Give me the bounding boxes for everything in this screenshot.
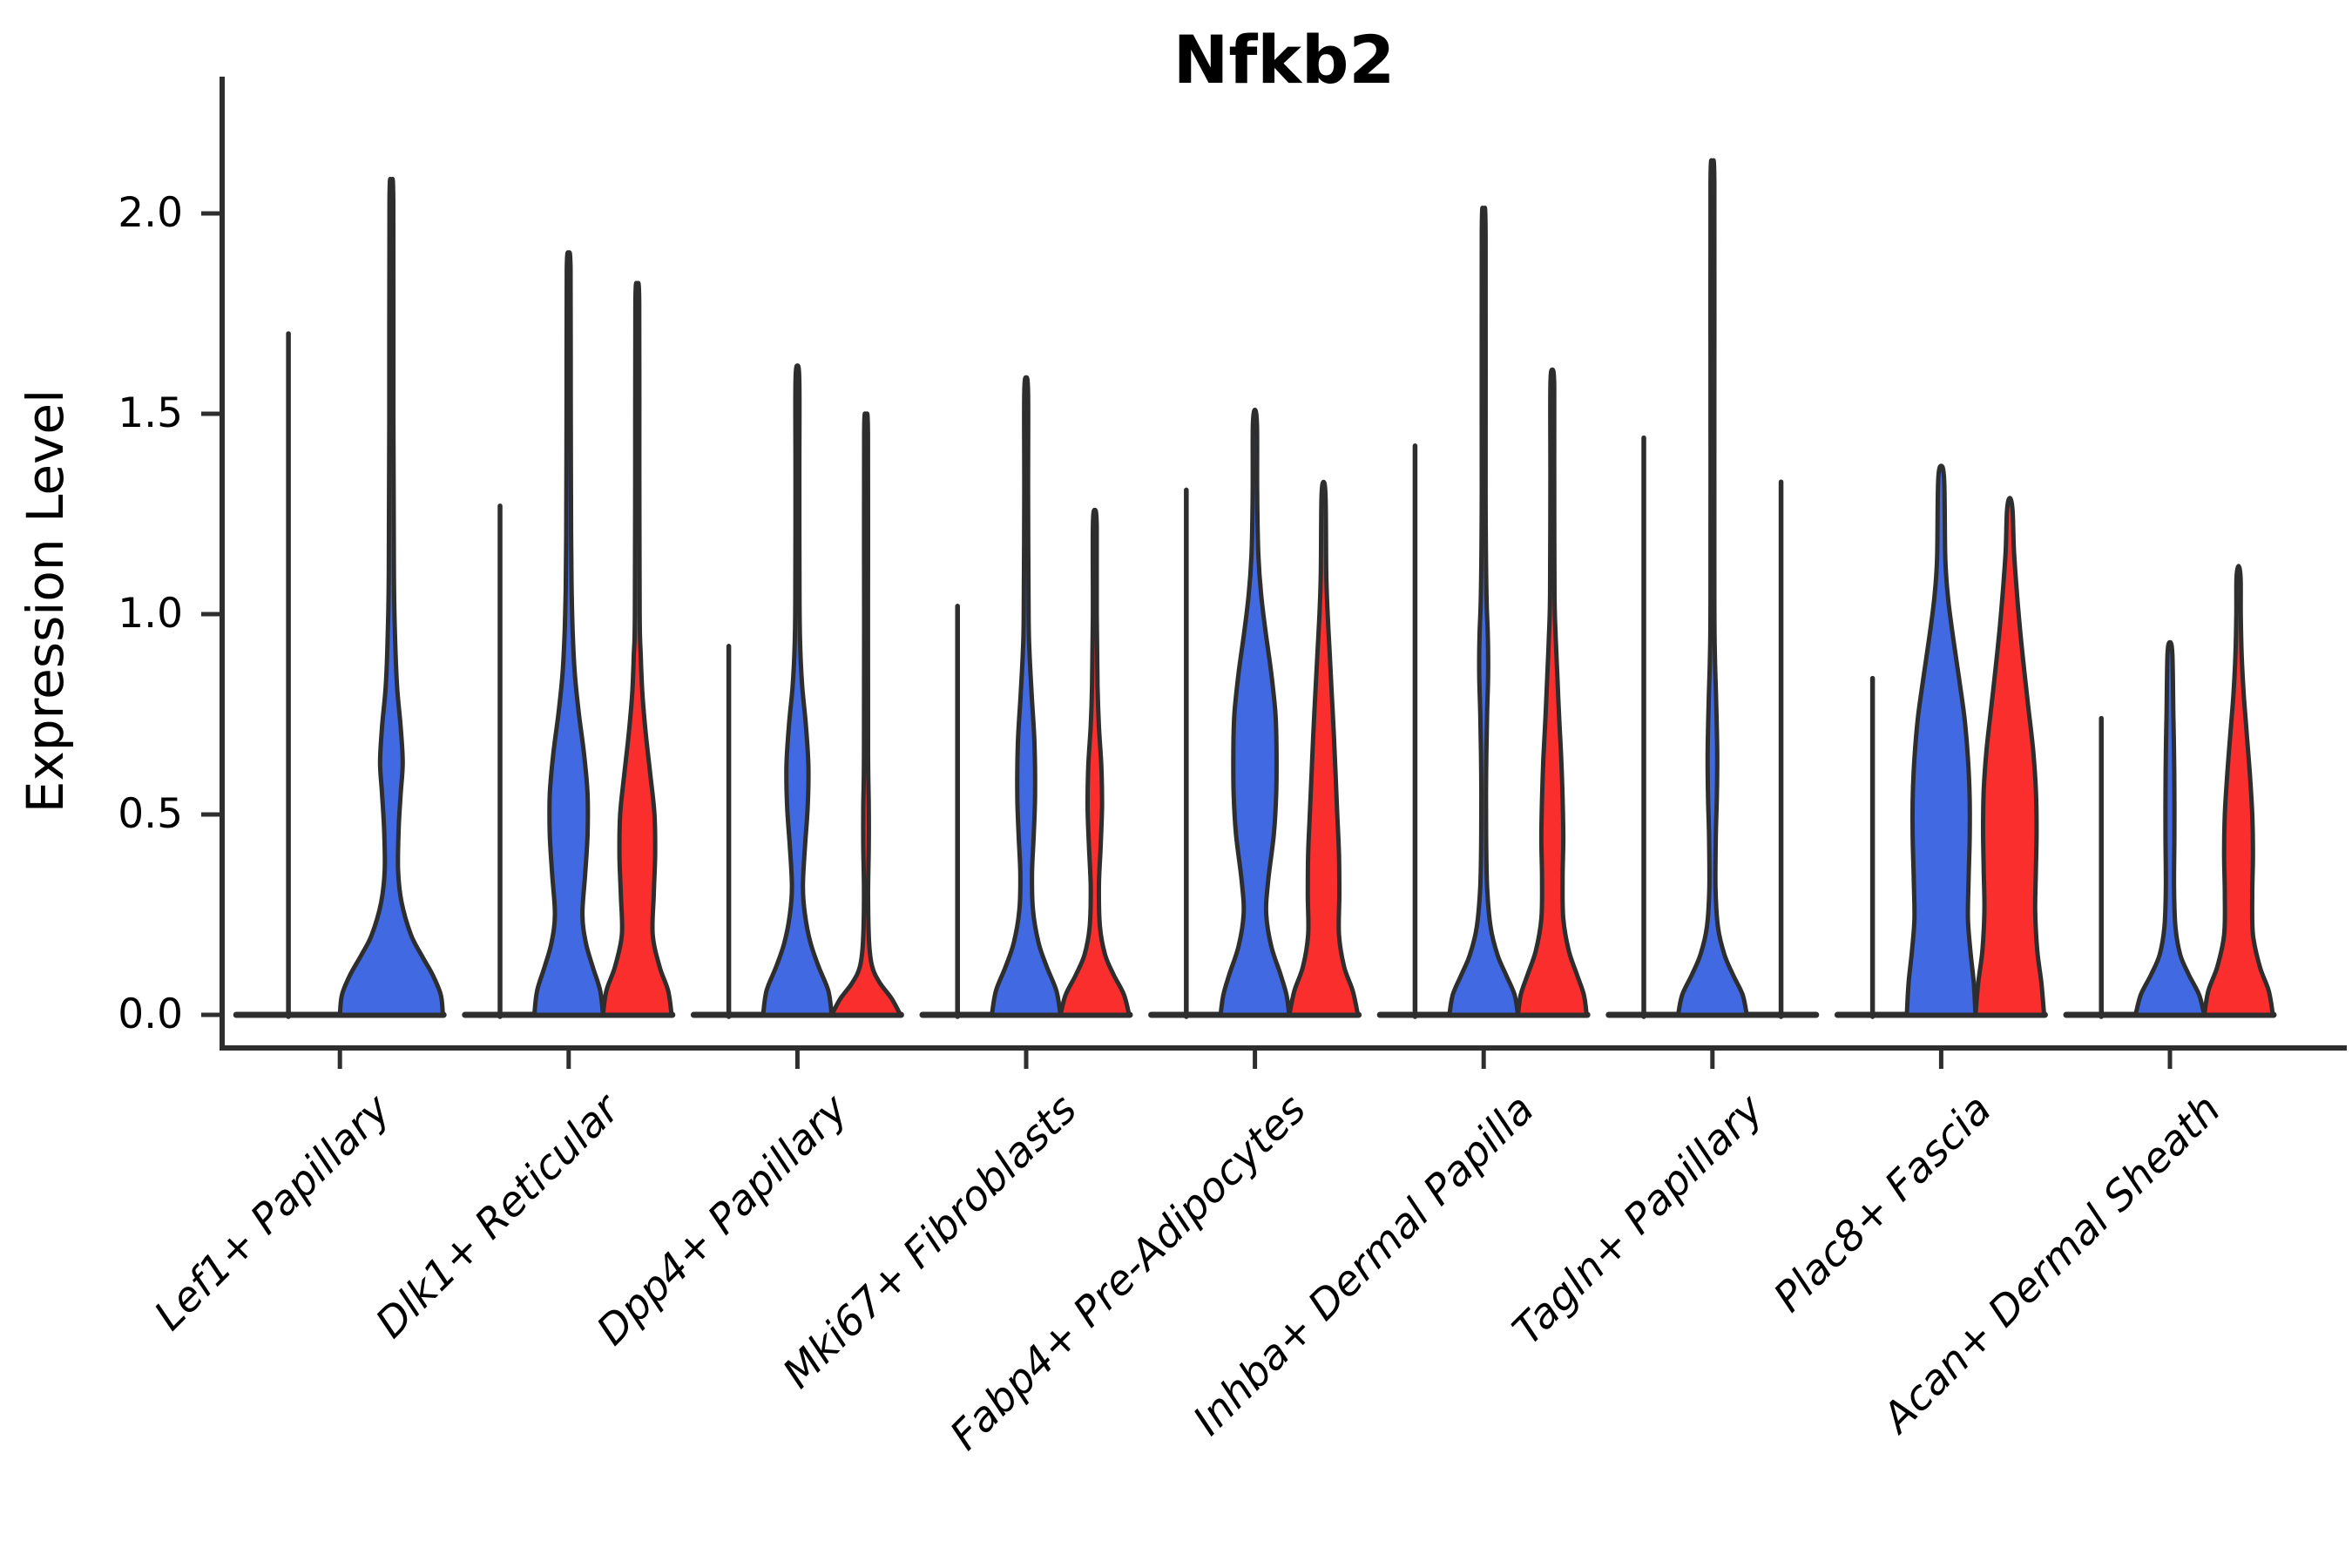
violin-group9-blue bbox=[2133, 639, 2207, 1017]
y-tick-label-1.5: 1.5 bbox=[118, 389, 183, 437]
violin-group9-red bbox=[2201, 564, 2275, 1017]
violin-group6-red bbox=[1516, 367, 1589, 1017]
y-tick-label-2.0: 2.0 bbox=[118, 189, 183, 237]
violin-group8-blue bbox=[1904, 463, 1978, 1017]
y-tick-label-0.5: 0.5 bbox=[118, 790, 183, 838]
chart-title: Nfkb2 bbox=[1173, 21, 1396, 98]
violin-group3-red bbox=[829, 411, 903, 1017]
violin-group4-red bbox=[1058, 507, 1132, 1017]
violin-group7-blue bbox=[1675, 158, 1749, 1017]
y-tick-label-1.0: 1.0 bbox=[118, 590, 183, 638]
violin-group5-red bbox=[1287, 479, 1361, 1017]
violin-group1-blue bbox=[337, 177, 445, 1017]
violin-group8-red bbox=[1973, 496, 2047, 1017]
violin-group4-blue bbox=[990, 375, 1063, 1017]
violin-group3-blue bbox=[760, 363, 835, 1017]
violin-group5-blue bbox=[1218, 407, 1292, 1017]
violin-group2-blue bbox=[531, 250, 605, 1017]
violin-group2-red bbox=[600, 280, 674, 1017]
y-tick-label-0.0: 0.0 bbox=[118, 990, 183, 1038]
violin-group6-blue bbox=[1447, 206, 1521, 1017]
